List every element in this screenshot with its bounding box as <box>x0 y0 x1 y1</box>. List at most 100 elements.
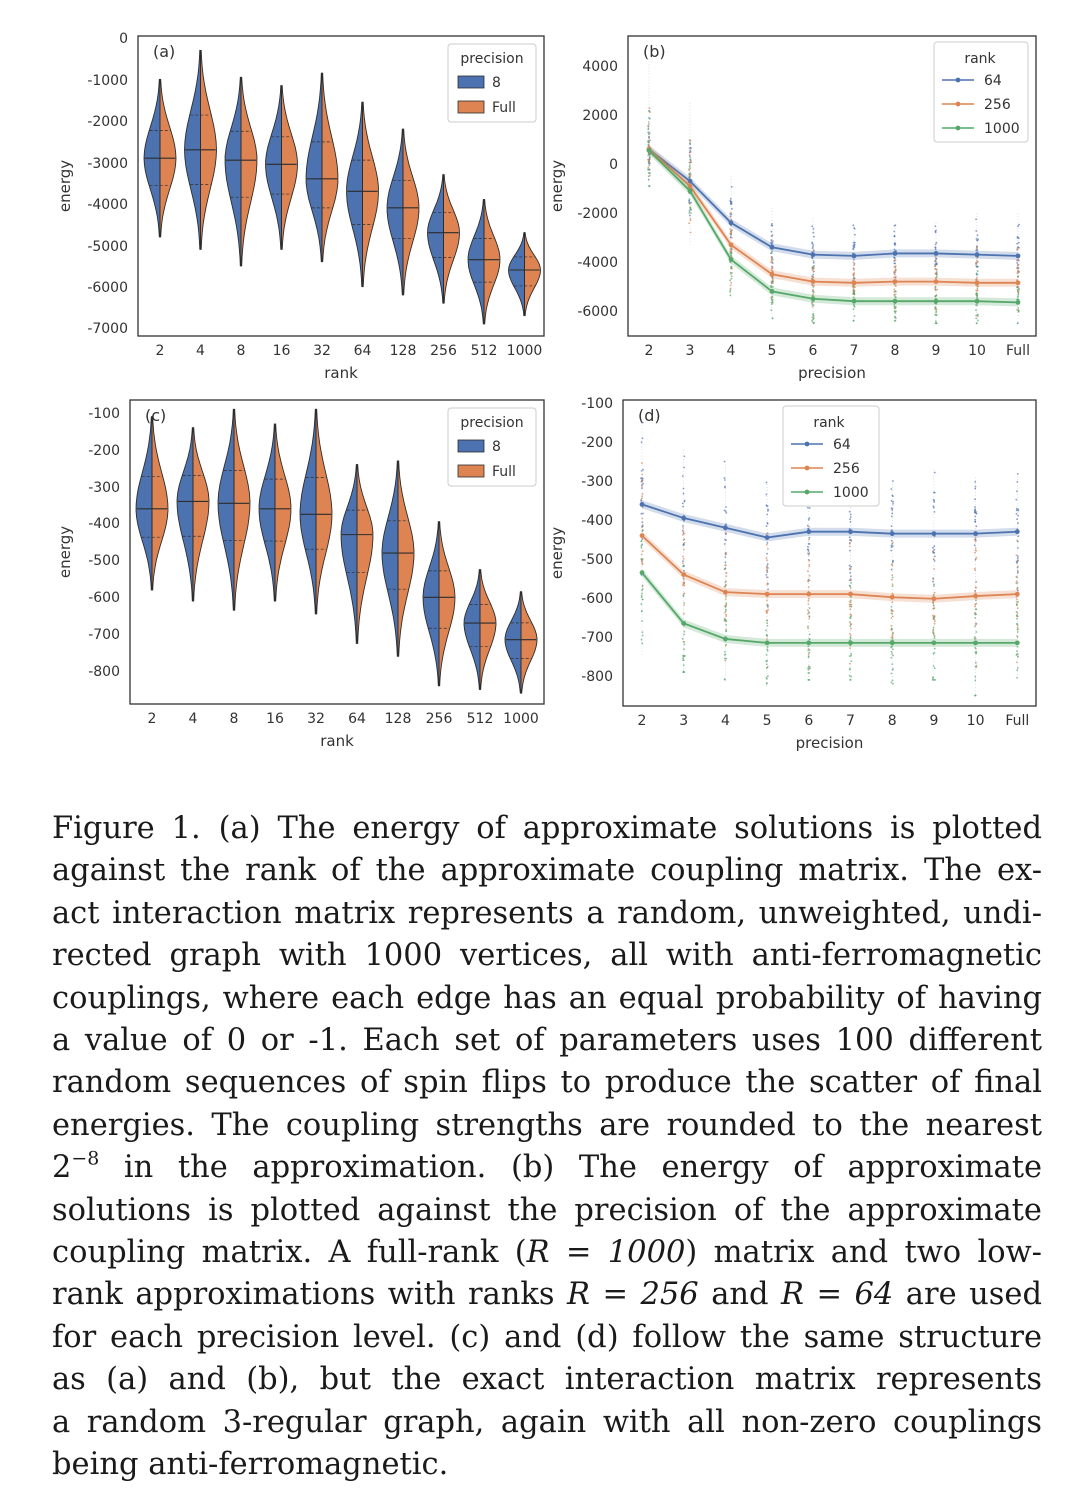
scatter-point <box>935 322 938 325</box>
y-axis-label: energy <box>548 160 566 212</box>
legend-marker <box>955 77 961 83</box>
scatter-point <box>729 290 731 293</box>
scatter-point <box>932 585 935 587</box>
scatter-point <box>725 603 728 606</box>
scatter-point <box>765 574 768 576</box>
scatter-point <box>723 543 726 545</box>
scatter-point <box>1016 247 1019 250</box>
scatter-point <box>812 246 814 248</box>
scatter-point <box>647 121 650 123</box>
confidence-band <box>642 568 1018 647</box>
scatter-point <box>891 637 894 640</box>
scatter-point <box>765 481 768 484</box>
scatter-point <box>853 258 855 261</box>
series-marker <box>764 640 770 646</box>
scatter-point <box>771 317 774 320</box>
scatter-point <box>849 571 852 574</box>
scatter-point <box>1016 242 1019 245</box>
legend-swatch <box>457 464 485 478</box>
scatter-point <box>807 613 809 615</box>
scatter-point <box>1016 576 1018 579</box>
scatter-point <box>935 257 937 260</box>
scatter-point <box>932 506 935 509</box>
scatter-point <box>1017 225 1019 228</box>
series-marker <box>889 640 895 646</box>
series-marker <box>933 279 939 284</box>
scatter-point <box>690 212 692 214</box>
legend-entry-label: 64 <box>833 437 851 453</box>
scatter-point <box>974 586 977 589</box>
scatter-point <box>770 280 773 283</box>
scatter-point <box>641 525 644 527</box>
violin-half-precision-full <box>321 72 339 263</box>
y-tick-label: -100 <box>88 406 120 422</box>
x-axis-label: rank <box>320 732 354 750</box>
y-axis-label: energy <box>56 526 74 578</box>
scatter-point <box>932 632 935 635</box>
scatter-point <box>848 674 851 677</box>
scatter-point <box>933 545 936 547</box>
scatter-point <box>850 660 853 663</box>
x-tick-label: 8 <box>888 713 897 729</box>
scatter-point <box>812 276 815 278</box>
violin-half-precision-full <box>315 408 333 615</box>
scatter-point <box>890 568 893 571</box>
scatter-point <box>977 265 979 268</box>
scatter-point <box>894 265 897 268</box>
scatter-point <box>730 275 733 278</box>
scatter-point <box>1017 560 1020 562</box>
scatter-point <box>771 302 774 304</box>
scatter-point <box>849 608 852 611</box>
scatter-point <box>933 635 936 638</box>
scatter-point <box>1015 615 1018 617</box>
scatter-point <box>640 540 643 542</box>
scatter-point <box>977 319 979 322</box>
scatter-point <box>729 228 732 230</box>
scatter-point <box>723 654 726 656</box>
series-marker <box>687 183 693 189</box>
scatter-point <box>894 315 896 318</box>
scatter-point <box>973 544 976 547</box>
scatter-point <box>649 153 651 156</box>
scatter-point <box>850 627 852 630</box>
scatter-point <box>806 524 809 527</box>
series-marker <box>1014 591 1020 597</box>
scatter-point <box>770 284 772 287</box>
y-tick-label: -500 <box>581 552 613 568</box>
scatter-point <box>688 222 690 225</box>
caption-line: random sequences of spin flips to produc… <box>52 1065 1042 1101</box>
series-marker <box>973 640 978 646</box>
violin-half-precision-full <box>443 174 460 304</box>
scatter-point <box>932 578 935 581</box>
scatter-point <box>813 284 815 287</box>
legend-entry-label: 256 <box>833 461 860 477</box>
x-tick-label: 4 <box>196 343 205 359</box>
series-marker <box>687 188 693 194</box>
scatter-point <box>973 511 976 514</box>
violin-half-precision-full <box>362 101 379 288</box>
scatter-point <box>807 653 810 656</box>
scatter-point <box>681 475 684 477</box>
scatter-point <box>812 314 814 316</box>
scatter-point <box>932 601 934 604</box>
series-marker <box>728 242 734 248</box>
scatter-point <box>641 487 643 490</box>
scatter-point <box>933 548 936 551</box>
y-tick-label: -600 <box>88 590 120 606</box>
scatter-point <box>766 634 768 637</box>
figure-label: Figure 1. <box>52 811 201 846</box>
legend: precision 8 Full <box>447 43 537 123</box>
scatter-point <box>770 230 773 233</box>
scatter-point <box>893 265 896 268</box>
legend-marker <box>955 101 961 107</box>
x-tick-label: 2 <box>148 711 157 727</box>
scatter-point <box>933 583 935 586</box>
scatter-point <box>642 482 644 485</box>
scatter-point <box>1017 535 1020 537</box>
scatter-point <box>647 178 650 181</box>
scatter-point <box>724 486 726 489</box>
scatter-point <box>975 309 977 312</box>
scatter-point <box>812 322 815 325</box>
series-marker <box>933 251 939 256</box>
legend-swatch <box>457 75 485 89</box>
